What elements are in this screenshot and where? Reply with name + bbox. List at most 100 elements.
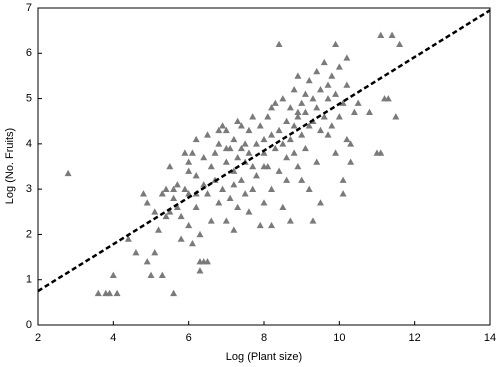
- point: [347, 140, 355, 147]
- point: [354, 99, 362, 106]
- point: [200, 153, 208, 161]
- point: [313, 67, 321, 75]
- point: [301, 144, 309, 152]
- point: [173, 181, 181, 188]
- point: [256, 122, 264, 129]
- point: [301, 108, 309, 115]
- point: [271, 99, 279, 106]
- point: [268, 221, 276, 229]
- point: [313, 104, 321, 111]
- point: [328, 72, 336, 79]
- point: [388, 31, 396, 38]
- point: [215, 199, 223, 206]
- point: [260, 135, 268, 143]
- point: [290, 122, 298, 129]
- point: [317, 126, 324, 134]
- point: [317, 199, 324, 206]
- point: [252, 172, 260, 179]
- point: [298, 176, 306, 183]
- point: [252, 140, 260, 147]
- point: [241, 140, 249, 147]
- point: [234, 153, 242, 161]
- point: [222, 217, 230, 224]
- point: [286, 104, 294, 111]
- point: [286, 217, 294, 224]
- point: [339, 176, 347, 183]
- point: [275, 126, 283, 134]
- point: [192, 172, 200, 179]
- point: [260, 163, 268, 170]
- point: [328, 122, 336, 129]
- point: [294, 163, 302, 170]
- point: [313, 158, 321, 165]
- point: [222, 126, 230, 134]
- point: [237, 144, 245, 152]
- point: [151, 249, 159, 256]
- point: [173, 203, 181, 211]
- point: [343, 81, 351, 88]
- point: [347, 158, 355, 165]
- point: [268, 185, 276, 192]
- point: [211, 149, 219, 156]
- point: [335, 113, 343, 120]
- point: [230, 226, 238, 233]
- x-tick-label: 12: [409, 332, 421, 344]
- point: [279, 203, 287, 211]
- point: [260, 149, 268, 156]
- point: [106, 289, 114, 297]
- point: [215, 126, 223, 134]
- point: [215, 140, 223, 147]
- point: [332, 40, 340, 48]
- point: [249, 113, 257, 120]
- point: [294, 108, 302, 115]
- point: [286, 135, 294, 143]
- x-tick-label: 10: [333, 332, 345, 344]
- x-tick-label: 8: [261, 332, 267, 344]
- y-tick-label: 7: [26, 2, 32, 14]
- point: [204, 258, 211, 265]
- point: [294, 72, 302, 79]
- point: [309, 95, 317, 102]
- point: [162, 185, 170, 192]
- point: [151, 208, 159, 215]
- point: [332, 149, 340, 156]
- point: [132, 249, 140, 256]
- point: [305, 122, 313, 129]
- point: [324, 95, 332, 102]
- point: [305, 76, 313, 84]
- point: [200, 181, 208, 188]
- point: [320, 113, 328, 120]
- point: [268, 104, 276, 111]
- point: [170, 194, 178, 201]
- point: [237, 122, 245, 129]
- point: [339, 190, 347, 197]
- point: [166, 208, 174, 215]
- point: [234, 203, 242, 211]
- point: [350, 108, 358, 115]
- point: [290, 86, 298, 93]
- point: [109, 271, 117, 278]
- point: [204, 190, 211, 197]
- point: [188, 239, 196, 247]
- point: [181, 185, 189, 192]
- point: [177, 235, 185, 242]
- point: [192, 135, 200, 143]
- point: [271, 144, 279, 152]
- point: [290, 149, 298, 156]
- y-tick-label: 4: [26, 138, 32, 150]
- point: [283, 117, 291, 125]
- point: [249, 185, 257, 192]
- point: [241, 190, 249, 197]
- trend-line: [37, 9, 491, 293]
- point: [245, 149, 253, 156]
- point: [324, 131, 332, 138]
- point: [245, 126, 253, 134]
- point: [377, 149, 385, 156]
- y-tick-label: 3: [26, 183, 32, 195]
- point: [260, 199, 268, 206]
- x-tick-label: 2: [35, 332, 41, 344]
- y-tick-label: 0: [26, 319, 32, 331]
- point: [64, 169, 72, 177]
- point: [188, 149, 196, 156]
